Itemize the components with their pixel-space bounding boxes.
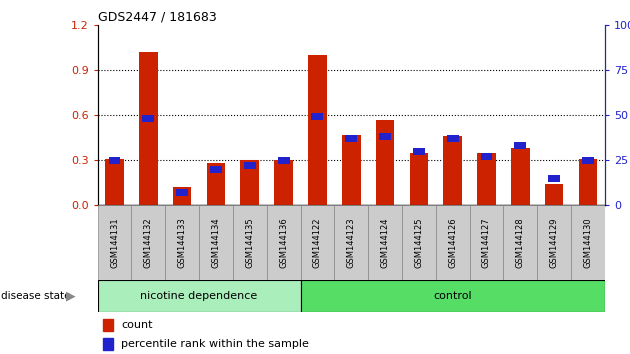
Bar (173, 187, 192, 205)
Bar (311, 114, 323, 120)
Bar (511, 148, 530, 205)
Text: GSM144128: GSM144128 (516, 217, 525, 268)
Bar (410, 153, 428, 205)
Bar (199, 205, 233, 280)
Bar (402, 205, 436, 280)
Bar (301, 280, 605, 312)
Text: GSM144135: GSM144135 (245, 217, 255, 268)
Bar (233, 205, 266, 280)
Bar (379, 133, 391, 140)
Text: GSM144133: GSM144133 (178, 217, 186, 268)
Bar (105, 159, 124, 205)
Bar (266, 205, 301, 280)
Bar (571, 205, 605, 280)
Text: percentile rank within the sample: percentile rank within the sample (121, 339, 309, 349)
Bar (447, 135, 459, 142)
Bar (103, 338, 113, 350)
Bar (210, 166, 222, 173)
Text: GSM144127: GSM144127 (482, 217, 491, 268)
Bar (345, 135, 357, 142)
Bar (342, 135, 360, 205)
Bar (103, 319, 113, 331)
Bar (108, 157, 120, 164)
Bar (244, 162, 256, 169)
Bar (335, 205, 368, 280)
Bar (503, 205, 537, 280)
Bar (368, 205, 402, 280)
Text: disease state: disease state (1, 291, 71, 301)
Bar (375, 120, 394, 205)
Text: GSM144129: GSM144129 (549, 217, 559, 268)
Text: GSM144134: GSM144134 (212, 217, 220, 268)
Text: GDS2447 / 181683: GDS2447 / 181683 (98, 11, 216, 24)
Text: GSM144122: GSM144122 (313, 217, 322, 268)
Bar (413, 148, 425, 155)
Text: count: count (121, 320, 152, 330)
Bar (477, 153, 496, 205)
Bar (241, 160, 259, 205)
Text: GSM144136: GSM144136 (279, 217, 288, 268)
Text: GSM144132: GSM144132 (144, 217, 153, 268)
Text: GSM144124: GSM144124 (381, 217, 389, 268)
Text: GSM144126: GSM144126 (448, 217, 457, 268)
Text: nicotine dependence: nicotine dependence (140, 291, 258, 301)
Bar (436, 205, 469, 280)
Text: control: control (433, 291, 472, 301)
Bar (545, 184, 563, 205)
Text: GSM144130: GSM144130 (583, 217, 592, 268)
Text: GSM144125: GSM144125 (415, 217, 423, 268)
Bar (278, 157, 290, 164)
Bar (132, 205, 165, 280)
Bar (469, 205, 503, 280)
Bar (582, 157, 594, 164)
Bar (139, 52, 158, 205)
Bar (142, 115, 154, 122)
Text: GSM144131: GSM144131 (110, 217, 119, 268)
Bar (98, 280, 301, 312)
Bar (481, 153, 493, 160)
Bar (274, 160, 293, 205)
Bar (548, 175, 560, 182)
Bar (301, 205, 335, 280)
Bar (578, 159, 597, 205)
Bar (165, 205, 199, 280)
Text: GSM144123: GSM144123 (346, 217, 356, 268)
Bar (444, 136, 462, 205)
Bar (537, 205, 571, 280)
Bar (308, 55, 327, 205)
Bar (176, 189, 188, 196)
Bar (207, 163, 226, 205)
Bar (514, 142, 526, 149)
Bar (98, 205, 132, 280)
Text: ▶: ▶ (66, 289, 76, 302)
